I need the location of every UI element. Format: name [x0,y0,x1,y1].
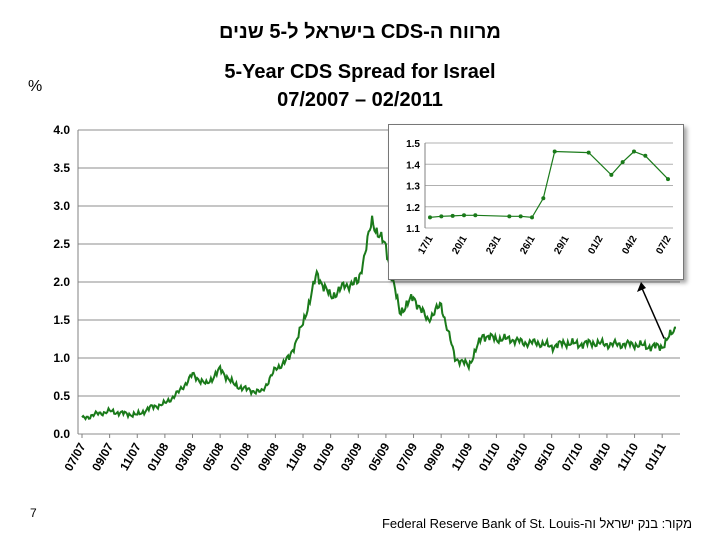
inset-x-tick-label-2: 23/1 [484,234,503,257]
inset-point-5 [507,214,512,219]
x-tick-label-11: 05/09 [365,440,392,473]
inset-point-12 [620,160,625,165]
x-tick-label-18: 07/10 [559,440,586,473]
inset-y-tick-label-0: 1.1 [406,224,420,235]
x-tick-label-21: 01/11 [642,440,669,473]
x-tick-label-5: 05/08 [200,440,227,473]
x-tick-label-10: 03/09 [338,440,365,473]
inset-point-11 [609,172,614,177]
x-tick-label-15: 01/10 [476,440,503,473]
y-tick-label-8: 4.0 [53,123,70,137]
x-tick-label-7: 09/08 [255,440,282,473]
inset-point-4 [473,213,478,218]
inset-chart-box: 1.1 1.2 1.3 1.4 1.5 17/1 20/1 23/1 26/1 29/1 01/2 0… [388,124,684,280]
inset-point-15 [666,177,670,182]
inset-point-6 [518,214,523,219]
inset-x-tick-label-5: 01/2 [586,234,605,257]
x-tick-label-20: 11/10 [614,440,641,473]
inset-x-tick-label-4: 29/1 [552,234,571,257]
inset-y-tick-label-1: 1.2 [406,203,420,214]
callout-arrow-line [640,285,665,339]
inset-x-tick-label-0: 17/1 [416,234,435,257]
inset-point-3 [462,213,466,218]
x-tick-label-3: 01/08 [144,440,171,473]
chart-title-english: 5-Year CDS Spread for Israel [224,61,496,83]
y-tick-label-4: 2.0 [53,275,70,289]
source-note: מקור: בנק ישראל וה-Federal Reserve Bank … [381,516,692,531]
x-tick-label-1: 09/07 [89,440,116,473]
x-tick-label-19: 09/10 [586,440,613,473]
inset-x-tick-label-6: 04/2 [620,234,639,257]
inset-x-tick-label-3: 26/1 [518,234,537,257]
y-tick-label-2: 1.0 [53,351,70,365]
x-tick-label-12: 07/09 [393,440,420,473]
series-line-israel-cds [81,215,676,421]
inset-point-1 [439,214,444,219]
y-tick-label-1: 0.5 [53,389,70,403]
chart-title-hebrew: מרווח ה-CDS בישראל ל-5 שנים [219,21,501,43]
inset-point-9 [552,149,557,154]
y-tick-label-3: 1.5 [53,313,70,327]
x-tick-label-2: 11/07 [117,440,144,473]
y-tick-label-7: 3.5 [53,161,70,175]
inset-point-14 [643,153,648,158]
x-tick-label-0: 07/07 [61,440,88,473]
y-tick-label-0: 0.0 [53,427,70,441]
inset-point-2 [450,213,455,218]
inset-y-tick-label-3: 1.4 [406,160,420,171]
inset-x-tick-label-1: 20/1 [450,234,469,257]
slide-number: 7 [30,506,37,520]
x-tick-label-14: 11/09 [449,440,476,473]
y-tick-label-5: 2.5 [53,237,70,251]
inset-point-13 [632,149,636,154]
unit-label: % [28,78,43,95]
inset-y-tick-label-4: 1.5 [406,139,420,150]
inset-series-line [429,150,669,219]
callout-arrow-head [637,282,646,292]
inset-point-10 [586,150,591,155]
inset-cds-chart: 1.1 1.2 1.3 1.4 1.5 17/1 20/1 23/1 26/1 29/1 01/2 0… [406,139,674,257]
inset-x-tick-label-7: 07/2 [654,234,673,257]
x-tick-label-6: 07/08 [227,440,254,473]
x-tick-label-13: 09/09 [421,440,448,473]
chart-title-period: 07/2007 – 02/2011 [277,89,443,111]
x-tick-label-8: 11/08 [283,440,310,473]
x-tick-label-16: 03/10 [504,440,531,473]
inset-y-tick-label-2: 1.3 [406,182,420,193]
x-tick-label-9: 01/09 [310,440,337,473]
x-tick-label-4: 03/08 [172,440,199,473]
y-tick-label-6: 3.0 [53,199,70,213]
inset-point-8 [541,196,546,201]
inset-point-7 [530,215,534,220]
inset-point-0 [428,215,432,220]
x-tick-label-17: 05/10 [531,440,558,473]
